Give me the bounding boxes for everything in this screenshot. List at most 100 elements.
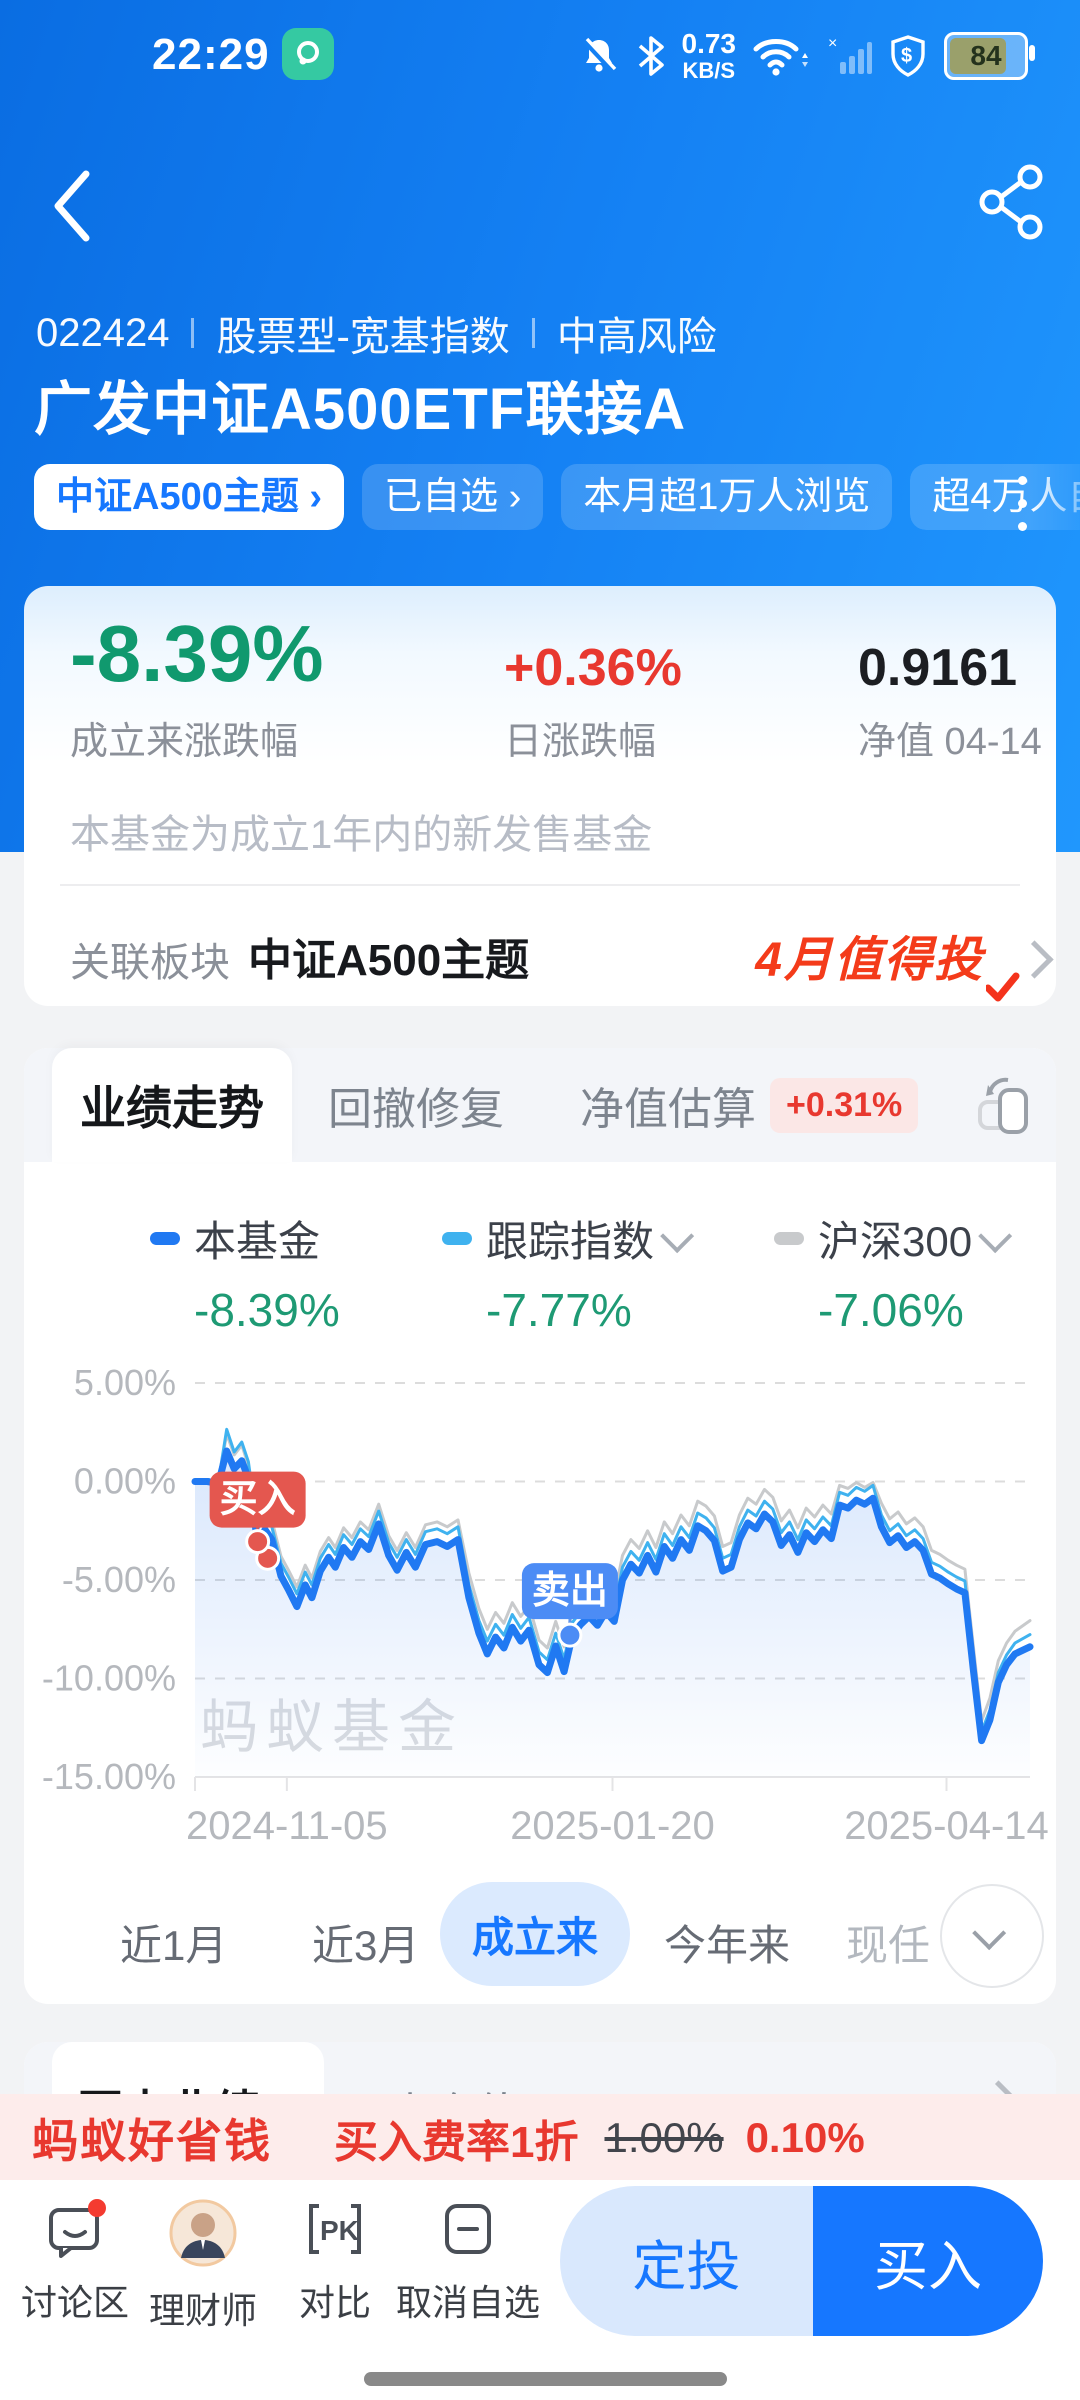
tag-views[interactable]: 本月超1万人浏览 — [561, 464, 893, 530]
network-speed: 0.73 KB/S — [681, 28, 737, 83]
time-range-row: 近1月 近3月 成立来 今年来 现任 — [24, 1882, 1056, 1992]
range-1m[interactable]: 近1月 — [120, 1922, 228, 1969]
tag-favorited[interactable]: 已自选 › — [362, 464, 544, 530]
promo-text: 买入费率1折 — [334, 2118, 579, 2167]
tab-drawdown[interactable]: 回撤修复 — [328, 1085, 504, 1134]
fund-tags: 中证A500主题 › 已自选 › 本月超1万人浏览 超4万人自 — [34, 464, 1080, 530]
range-ytd[interactable]: 今年来 — [664, 1922, 791, 1969]
home-indicator[interactable] — [364, 2372, 727, 2386]
daily-change-label: 日涨跌幅 — [504, 721, 657, 763]
hs300-series-return: -7.06% — [818, 1284, 964, 1336]
total-return-value: -8.39% — [70, 609, 324, 698]
series-line-本基金 — [191, 1447, 1034, 1745]
fund-meta: 022424 股票型-宽基指数 中高风险 — [36, 304, 717, 362]
chat-icon — [49, 2199, 106, 2258]
total-return-label: 成立来涨跌幅 — [70, 721, 299, 763]
tag-theme[interactable]: 中证A500主题 › — [34, 464, 345, 530]
performance-line-chart[interactable]: 5.00% 0.00% -5.00% -10.00% -15.00%2024-11-05… — [24, 1340, 1056, 1880]
trade-marker-label: 买入 — [220, 1479, 296, 1521]
fund-stats-card: -8.39% +0.36% 0.9161 成立来涨跌幅 日涨跌幅 净值 04-1… — [24, 586, 1056, 1006]
related-sector-label: 关联板块 — [70, 941, 230, 985]
trade-marker-label: 卖出 — [532, 1570, 608, 1612]
legend-item-fund[interactable]: 本基金 -8.39% — [150, 1208, 340, 1337]
fee-discount-banner[interactable]: 蚂蚁好省钱 买入费率1折 1.00% 0.10% — [0, 2094, 1080, 2182]
chevron-down-icon — [660, 1218, 695, 1253]
promo-new-rate: 0.10% — [745, 2114, 865, 2161]
promo-check-icon — [986, 972, 1020, 1002]
tab-performance[interactable]: 业绩走势 — [52, 1048, 292, 1162]
fund-risk: 中高风险 — [556, 315, 717, 359]
range-current-manager[interactable]: 现任 — [846, 1922, 931, 1969]
new-fund-notice: 本基金为成立1年内的新发售基金 — [70, 813, 653, 857]
y-axis-label: 5.00% — [74, 1362, 176, 1403]
chart-legend: 本基金 -8.39% 跟踪指数 -7.77% 沪深300 -7.06% — [24, 1190, 1056, 1340]
tab-nav-estimate[interactable]: 净值估算 +0.31% — [580, 1048, 919, 1162]
trade-dot — [557, 1622, 583, 1648]
fund-type: 股票型-宽基指数 — [216, 315, 510, 359]
trade-marker[interactable] — [209, 1471, 306, 1528]
svg-text:PK: PK — [320, 2215, 359, 2246]
back-icon[interactable] — [42, 166, 106, 246]
fund-code: 022424 — [36, 310, 170, 355]
collapse-chart-button[interactable] — [940, 1884, 1044, 1988]
status-icons: 0.73 KB/S × $ 84 — [578, 28, 1035, 84]
series-line-沪深300 — [193, 1432, 1032, 1723]
divider — [60, 884, 1020, 886]
unfavorite-button[interactable]: 取消自选 — [393, 2198, 543, 2326]
advisor-avatar — [169, 2199, 237, 2267]
share-icon[interactable] — [978, 164, 1046, 240]
daily-change-value: +0.36% — [504, 639, 682, 697]
discussion-button[interactable]: 讨论区 — [0, 2198, 150, 2326]
tag-followers[interactable]: 超4万人自 — [910, 464, 1080, 530]
performance-card: 业绩走势 回撤修复 净值估算 +0.31% 本基金 -8.39% 跟踪指数 -7… — [24, 1048, 1056, 2004]
x-axis-label: 2025-04-14 — [844, 1804, 1049, 1848]
nav-bar — [0, 150, 1080, 270]
bluetooth-icon — [638, 36, 664, 76]
buy-button[interactable]: 买入 — [813, 2186, 1043, 2336]
svg-text:$: $ — [901, 45, 912, 67]
chevron-down-icon — [978, 1218, 1013, 1253]
nav-label: 净值 04-14 — [858, 721, 1042, 763]
april-promo-text[interactable]: 4月值得投 — [755, 934, 984, 987]
promo-brand: 蚂蚁好省钱 — [32, 2115, 272, 2167]
legend-item-hs300[interactable]: 沪深300 -7.06% — [774, 1208, 1013, 1337]
trade-dot — [245, 1529, 271, 1555]
security-shield-icon: $ — [891, 35, 925, 77]
related-chevron-right-icon — [1015, 940, 1054, 979]
advisor-button[interactable]: 理财师 — [128, 2198, 278, 2334]
trade-marker[interactable] — [521, 1563, 618, 1620]
svg-text:×: × — [828, 35, 837, 52]
estimate-badge: +0.31% — [770, 1077, 919, 1133]
pk-icon: PK — [309, 2204, 361, 2254]
clock: 22:29 — [152, 30, 270, 79]
fund-name-title: 广发中证A500ETF联接A — [34, 377, 687, 442]
x-axis-label: 2025-01-20 — [510, 1804, 715, 1848]
y-axis-label: 0.00% — [74, 1461, 176, 1502]
fund-series-marker — [150, 1232, 180, 1245]
status-bar: 22:29 0.73 KB/S × $ 84 — [0, 22, 1080, 94]
bottom-action-bar: 讨论区 理财师 PK 对比 取消自选 定投 买入 — [0, 2180, 1080, 2400]
related-sector-value[interactable]: 中证A500主题 — [248, 936, 530, 985]
auto-invest-button[interactable]: 定投 — [560, 2186, 813, 2336]
compare-button[interactable]: PK 对比 — [260, 2198, 410, 2326]
fund-series-return: -8.39% — [194, 1284, 340, 1336]
rotate-screen-icon[interactable] — [974, 1072, 1038, 1140]
y-axis-label: -15.00% — [42, 1756, 176, 1797]
signal-bars-icon: × — [828, 35, 872, 74]
more-tags-icon[interactable] — [1002, 468, 1042, 538]
legend-item-index[interactable]: 跟踪指数 -7.77% — [442, 1208, 695, 1337]
y-axis-label: -5.00% — [62, 1559, 176, 1600]
bell-muted-icon — [582, 37, 616, 74]
index-series-return: -7.77% — [486, 1284, 632, 1336]
y-axis-label: -10.00% — [42, 1658, 176, 1699]
minus-square-icon — [445, 2204, 491, 2254]
hs300-series-marker — [774, 1232, 804, 1245]
battery-icon: 84 — [944, 32, 1035, 80]
range-since-inception[interactable]: 成立来 — [440, 1882, 630, 1986]
wifi-icon — [753, 39, 808, 76]
range-3m[interactable]: 近3月 — [312, 1922, 420, 1969]
nav-value: 0.9161 — [858, 639, 1018, 697]
x-axis-label: 2024-11-05 — [186, 1804, 388, 1848]
recorder-app-icon — [282, 28, 334, 80]
